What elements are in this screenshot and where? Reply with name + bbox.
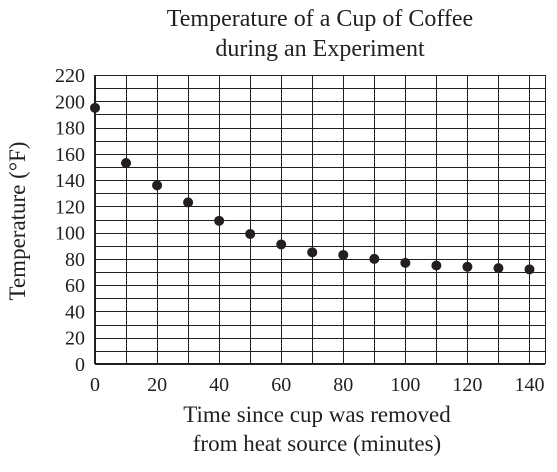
x-axis-label-line-2: from heat source (minutes) — [193, 431, 441, 456]
x-tick-label: 120 — [452, 374, 482, 396]
y-tick-label: 120 — [55, 196, 85, 218]
data-point — [338, 249, 349, 260]
data-point — [493, 263, 504, 274]
x-tick-label: 140 — [514, 374, 544, 396]
y-tick-label: 20 — [65, 328, 85, 350]
x-tick-label: 80 — [333, 374, 353, 396]
data-point — [214, 215, 225, 226]
data-point — [400, 257, 411, 268]
y-tick-label: 160 — [55, 144, 85, 166]
y-tick-label: 200 — [55, 91, 85, 113]
y-tick-label: 220 — [55, 65, 85, 87]
x-tick-label: 40 — [209, 374, 229, 396]
chart-title: Temperature of a Cup of Coffee during an… — [167, 6, 473, 62]
data-point — [431, 260, 442, 271]
chart-title-line-1: Temperature of a Cup of Coffee — [167, 6, 473, 32]
y-axis-tick-labels: 0 20 40 60 80 100 120 140 160 180 200 220 — [55, 65, 85, 376]
plot-grid — [95, 75, 546, 365]
chart-title-line-2: during an Experiment — [215, 36, 425, 62]
y-tick-label: 100 — [55, 223, 85, 245]
data-point — [276, 239, 287, 250]
data-point — [245, 228, 256, 239]
x-axis-label-line-1: Time since cup was removed — [183, 402, 451, 427]
x-tick-label: 100 — [390, 374, 420, 396]
data-point — [462, 261, 473, 272]
x-tick-label: 0 — [90, 374, 100, 396]
x-tick-label: 20 — [147, 374, 167, 396]
y-tick-label: 0 — [75, 354, 85, 376]
data-point — [183, 197, 194, 208]
data-points — [90, 102, 535, 275]
y-tick-label: 60 — [65, 275, 85, 297]
y-tick-label: 40 — [65, 301, 85, 323]
x-tick-label: 60 — [271, 374, 291, 396]
data-point — [524, 264, 535, 275]
y-tick-label: 180 — [55, 118, 85, 140]
plot-axes — [94, 75, 545, 365]
data-point — [152, 180, 163, 191]
x-axis-label: Time since cup was removed from heat sou… — [183, 402, 451, 456]
y-axis-label: Temperature (°F) — [5, 142, 30, 301]
data-point — [90, 102, 100, 113]
x-axis-tick-labels: 0 20 40 60 80 100 120 140 — [90, 374, 544, 396]
data-point — [369, 253, 380, 264]
y-tick-label: 80 — [65, 249, 85, 271]
y-tick-label: 140 — [55, 170, 85, 192]
data-point — [307, 247, 318, 258]
data-point — [121, 158, 132, 169]
